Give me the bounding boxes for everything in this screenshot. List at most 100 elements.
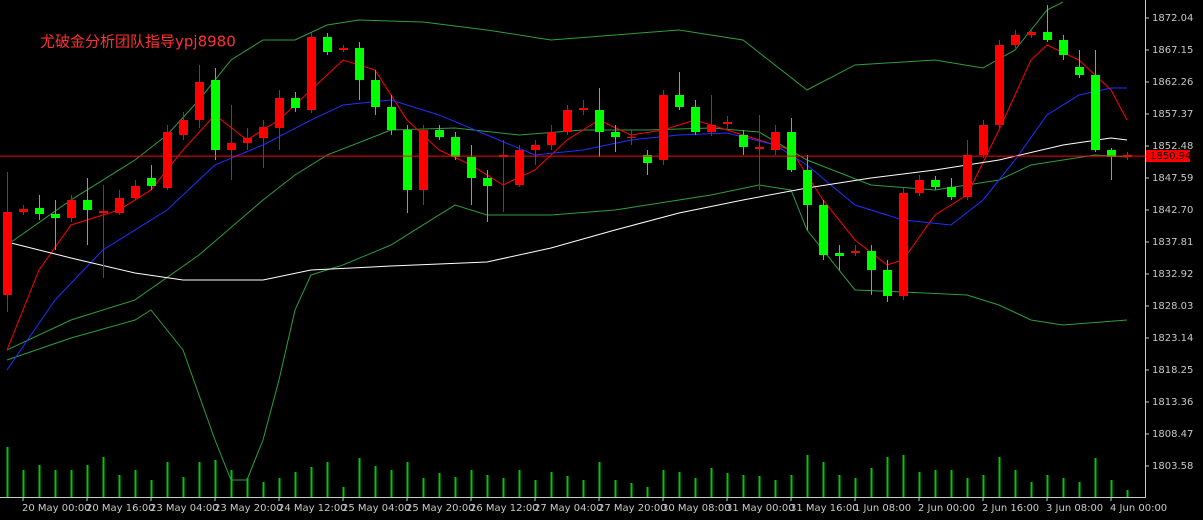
candle-body	[275, 98, 284, 128]
candle-body	[291, 98, 300, 108]
candle-body	[83, 199, 92, 210]
indicator-line	[6, 137, 1128, 281]
y-tick-label: 1823.14	[1152, 333, 1193, 344]
y-tick-label: 1857.37	[1152, 109, 1193, 120]
x-tick-label: 26 May 12:00	[470, 503, 539, 514]
candle-body	[435, 130, 444, 138]
y-tick-label: 1847.59	[1152, 173, 1193, 184]
candle-body	[3, 212, 12, 295]
candle-body	[947, 187, 956, 197]
candle-body	[563, 110, 572, 132]
y-tick-label: 1862.26	[1152, 77, 1193, 88]
candle-body	[307, 36, 316, 111]
candle-body	[531, 145, 540, 150]
candle-body	[1059, 39, 1068, 55]
candle-body	[99, 210, 108, 213]
candle-body	[963, 155, 972, 197]
candle-body	[259, 127, 268, 139]
candle-body	[371, 79, 380, 107]
candle-body	[19, 209, 28, 213]
x-tick-label: 3 Jun 08:00	[1046, 503, 1103, 514]
y-tick-label: 1852.48	[1152, 141, 1193, 152]
candle-body	[643, 155, 652, 164]
x-tick-label: 25 May 04:00	[342, 503, 411, 514]
candle-body	[1011, 35, 1020, 46]
x-tick-label: 2 Jun 00:00	[918, 503, 975, 514]
candle-body	[195, 81, 204, 121]
candle-body	[547, 131, 556, 146]
candle-body	[67, 199, 76, 218]
candle-body	[915, 180, 924, 193]
candle-body	[115, 198, 124, 213]
candle-body	[787, 131, 796, 171]
candle-body	[243, 138, 252, 143]
candle-body	[931, 180, 940, 188]
candle-body	[35, 207, 44, 214]
candle-body	[723, 121, 732, 125]
candle-body	[755, 146, 764, 150]
candle-body	[579, 107, 588, 111]
candle-body	[179, 120, 188, 135]
candle-body	[1027, 31, 1036, 36]
candle-body	[1107, 149, 1116, 157]
candle-body	[867, 251, 876, 270]
x-tick-label: 20 May 00:00	[22, 503, 91, 514]
x-tick-label: 31 May 00:00	[726, 503, 795, 514]
candle-body	[627, 137, 636, 139]
candle-body	[419, 130, 428, 190]
candle-body	[851, 251, 860, 253]
x-tick-label: 27 May 20:00	[598, 503, 667, 514]
watermark: 尤破金分析团队指导ypj8980	[40, 33, 236, 51]
x-tick-label: 2 Jun 16:00	[982, 503, 1039, 514]
candle-body	[51, 213, 60, 218]
x-tick-label: 4 Jun 00:00	[1110, 503, 1167, 514]
candle-body	[803, 170, 812, 206]
y-tick-label: 1818.25	[1152, 365, 1193, 376]
candle-body	[1091, 74, 1100, 150]
candle-body	[323, 36, 332, 53]
candle-body	[163, 131, 172, 189]
x-tick-label: 23 May 04:00	[150, 503, 219, 514]
candle-body	[147, 177, 156, 186]
candle-body	[659, 95, 668, 160]
candle-body	[883, 269, 892, 296]
price-label: 1850.94	[1150, 151, 1191, 162]
x-tick-label: 24 May 12:00	[278, 503, 347, 514]
candle-body	[691, 106, 700, 132]
candle-body	[131, 185, 140, 199]
candle-body	[339, 47, 348, 50]
candle-body	[387, 106, 396, 131]
y-tick-label: 1808.47	[1152, 429, 1193, 440]
x-tick-label: 30 May 08:00	[662, 503, 731, 514]
x-tick-label: 20 May 16:00	[86, 503, 155, 514]
candle-body	[611, 131, 620, 138]
candle-body	[595, 110, 604, 132]
candle-body	[819, 205, 828, 256]
candle-body	[771, 131, 780, 150]
candle-body	[995, 45, 1004, 125]
indicator-line	[6, 1, 1064, 246]
y-tick-label: 1828.03	[1152, 301, 1193, 312]
candle-body	[403, 130, 412, 190]
candle-body	[739, 134, 748, 147]
y-tick-label: 1837.81	[1152, 237, 1193, 248]
y-tick-label: 1803.58	[1152, 461, 1193, 472]
candle-body	[355, 47, 364, 80]
x-tick-label: 1 Jun 08:00	[854, 503, 911, 514]
price-label-bg	[1146, 150, 1190, 163]
candle-body	[979, 124, 988, 156]
candle-body	[835, 252, 844, 256]
x-tick-label: 25 May 20:00	[406, 503, 475, 514]
candle-body	[467, 156, 476, 178]
candle-body	[675, 95, 684, 107]
candle-body	[227, 142, 236, 150]
candle-body	[515, 149, 524, 185]
x-tick-label: 31 May 16:00	[790, 503, 859, 514]
candle-body	[1043, 31, 1052, 40]
y-tick-label: 1872.04	[1152, 13, 1193, 24]
candle-body	[211, 79, 220, 150]
y-tick-label: 1813.36	[1152, 397, 1193, 408]
candle-body	[483, 177, 492, 186]
